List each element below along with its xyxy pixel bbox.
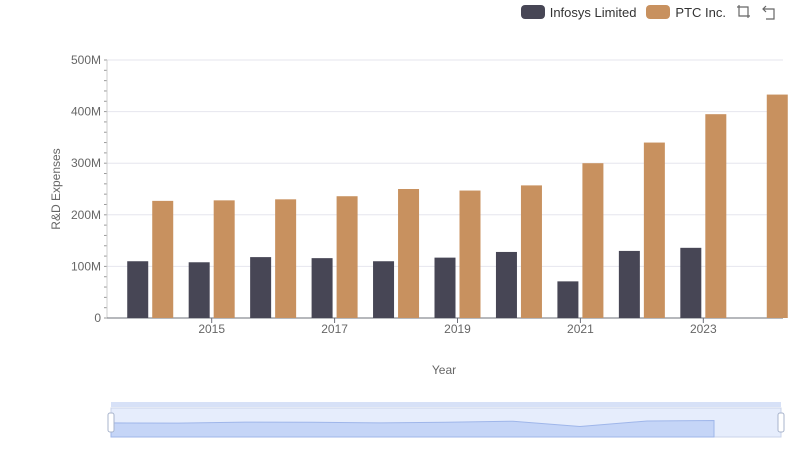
legend-item-ptc[interactable]: PTC Inc.: [646, 5, 726, 20]
bars: [127, 94, 788, 319]
zoom-top-bar: [111, 402, 781, 407]
bar-ptc-2017[interactable]: [336, 196, 358, 318]
bar-ptc-2015[interactable]: [213, 200, 235, 318]
bar-ptc-2016[interactable]: [275, 199, 297, 318]
y-tick-label: 400M: [71, 105, 101, 119]
bar-ptc-2024[interactable]: [766, 94, 788, 319]
x-axis-label: Year: [432, 363, 456, 377]
legend-label-infosys: Infosys Limited: [549, 4, 637, 20]
zoom-handle-right[interactable]: [777, 412, 785, 433]
bar-ptc-2014[interactable]: [152, 200, 174, 318]
x-tick-label: 2019: [444, 322, 471, 336]
grid-lines: [107, 59, 783, 267]
bar-infosys-2017[interactable]: [311, 258, 333, 318]
zoom-preview-area: [110, 419, 715, 438]
bar-infosys-2022[interactable]: [618, 250, 640, 318]
legend-label-ptc: PTC Inc.: [675, 4, 726, 20]
bar-infosys-2020[interactable]: [495, 251, 517, 318]
bar-ptc-2020[interactable]: [520, 185, 542, 318]
y-axis-label: R&D Expenses: [49, 148, 63, 229]
bar-ptc-2023[interactable]: [705, 114, 727, 319]
zoom-handle-left[interactable]: [107, 412, 115, 433]
zoom-select-icon[interactable]: [736, 4, 752, 20]
y-tick-label: 200M: [71, 208, 101, 222]
legend-item-infosys[interactable]: Infosys Limited: [520, 4, 637, 20]
y-tick-label: 100M: [71, 259, 101, 273]
x-tick-label: 2023: [690, 322, 717, 336]
bar-infosys-2021[interactable]: [557, 281, 579, 318]
axis-labels: R&D Expenses Year: [49, 148, 456, 377]
restore-icon[interactable]: [762, 4, 778, 20]
bar-ptc-2018[interactable]: [398, 189, 420, 318]
bar-infosys-2023[interactable]: [680, 247, 702, 318]
x-tick-label: 2015: [198, 322, 225, 336]
bar-ptc-2021[interactable]: [582, 163, 604, 318]
y-tick-label: 0: [94, 311, 101, 325]
y-tick-label: 500M: [71, 53, 101, 67]
bar-ptc-2019[interactable]: [459, 190, 481, 318]
bar-infosys-2016[interactable]: [250, 257, 272, 318]
axes: 0 100M 200M 300M 400M 500M 2015 2017 2019 2021 202…: [71, 53, 783, 336]
y-tick-label: 300M: [71, 156, 101, 170]
bar-infosys-2015[interactable]: [188, 262, 210, 318]
x-tick-label: 2021: [567, 322, 594, 336]
x-tick-label: 2017: [321, 322, 348, 336]
bar-infosys-2018[interactable]: [373, 261, 395, 318]
bar-infosys-2014[interactable]: [127, 261, 149, 318]
data-zoom-slider[interactable]: [107, 402, 785, 438]
legend-swatch-infosys: [520, 5, 545, 19]
bar-infosys-2019[interactable]: [434, 257, 456, 318]
legend-swatch-ptc: [646, 5, 671, 19]
legend: Infosys Limited PTC Inc.: [520, 4, 778, 20]
bar-ptc-2022[interactable]: [643, 142, 665, 318]
